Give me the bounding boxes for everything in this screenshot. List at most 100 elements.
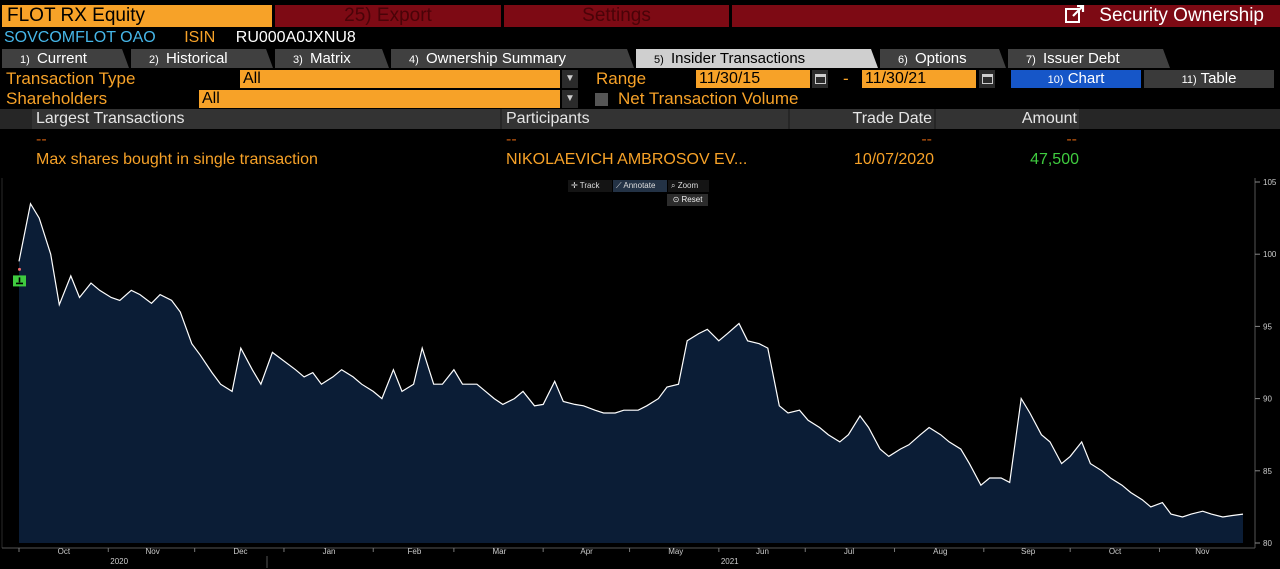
x-tick-label: Aug [933, 547, 947, 556]
button-number: 11) [1181, 74, 1197, 86]
tab-label: Matrix [309, 50, 351, 67]
external-link-icon[interactable] [1065, 4, 1085, 23]
price-chart-svg[interactable]: 80 85 90 95 100 105 Oct Nov Dec Jan Feb Mar Apr May Ju… [0, 178, 1280, 569]
title-bar: FLOT RX Equity 25) Export Settings Secur… [0, 0, 1280, 30]
y-tick-label: 105 [1263, 178, 1277, 187]
annotate-tool[interactable]: ⟋ Annotate [613, 180, 667, 192]
y-tick-label: 80 [1263, 539, 1272, 548]
reset-zoom-button[interactable]: ⊙ Reset [667, 194, 708, 206]
isin-label: ISIN [184, 29, 216, 46]
button-number: 10) [1047, 74, 1064, 86]
x-tick-label: May [668, 547, 683, 556]
dash-cell: -- [921, 131, 932, 148]
price-line [18, 202, 1244, 518]
tab-number: 7) [1026, 54, 1036, 66]
price-chart[interactable]: 80 85 90 95 100 105 Oct Nov Dec Jan Feb Mar Apr May Ju… [0, 178, 1280, 569]
tab-number: 3) [293, 54, 303, 66]
tab-label: Current [36, 50, 87, 67]
tab-matrix[interactable]: 3) Matrix [275, 49, 389, 68]
tab-label: Insider Transactions [670, 50, 806, 67]
dash-cell: -- [36, 131, 47, 148]
shareholders-select[interactable]: All [199, 90, 560, 108]
tab-insider-transactions[interactable]: 5) Insider Transactions [636, 49, 878, 68]
price-area [19, 203, 1243, 543]
tab-issuer-debt[interactable]: 7) Issuer Debt [1008, 49, 1170, 68]
x-tick-label: Jul [844, 547, 854, 556]
isin-value: RU000A0JXNU8 [235, 29, 356, 46]
range-end-date[interactable]: 11/30/21 [862, 70, 976, 88]
calendar-icon[interactable] [812, 70, 828, 88]
x-tick-label: Nov [1195, 547, 1209, 556]
tab-number: 4) [409, 54, 419, 66]
calendar-icon[interactable] [979, 70, 995, 88]
marker-dot [18, 267, 21, 271]
net-volume-checkbox[interactable] [595, 93, 608, 106]
x-tick-label: Jan [323, 547, 336, 556]
column-header-amount[interactable]: Amount [936, 109, 1079, 129]
tab-number: 2) [149, 54, 159, 66]
function-name: Security Ownership [1099, 5, 1264, 26]
zoom-label: Zoom [677, 181, 699, 190]
range-separator: - [843, 69, 849, 88]
chevron-down-icon[interactable]: ▼ [562, 70, 578, 88]
security-name: SOVCOMFLOT OAO [4, 29, 156, 46]
dash-cell: -- [1066, 131, 1077, 148]
x-tick-label: Apr [580, 547, 593, 556]
chevron-down-icon[interactable]: ▼ [562, 90, 578, 108]
track-label: Track [579, 181, 600, 190]
transaction-type-select[interactable]: All [240, 70, 560, 88]
range-start-date[interactable]: 11/30/15 [696, 70, 810, 88]
transaction-type-cell: Max shares bought in single transaction [36, 151, 318, 168]
export-button[interactable]: 25) Export [275, 5, 501, 27]
settings-button[interactable]: Settings [504, 5, 729, 27]
tab-label: Ownership Summary [425, 50, 566, 67]
crosshair-icon: ✛ [571, 181, 578, 190]
button-label: Chart [1067, 70, 1105, 87]
tab-label: Issuer Debt [1042, 50, 1120, 67]
participant-cell: NIKOLAEVICH AMBROSOV EV... [506, 151, 748, 168]
tab-bar: 1) Current 2) Historical 3) Matrix 4) Ow… [0, 49, 1280, 68]
amount-cell: 47,500 [1030, 151, 1079, 168]
x-tick-label: Oct [58, 547, 71, 556]
trade-date-cell: 10/07/2020 [853, 151, 934, 168]
table-view-button[interactable]: 11) Table [1144, 70, 1274, 88]
shareholders-label: Shareholders [6, 89, 108, 108]
x-tick-label: Mar [493, 547, 507, 556]
chart-view-button[interactable]: 10) Chart [1011, 70, 1141, 88]
button-label: Table [1200, 70, 1237, 87]
tab-label: Options [914, 50, 967, 67]
y-tick-label: 90 [1263, 395, 1272, 404]
function-title: Security Ownership [732, 4, 1280, 27]
tab-options[interactable]: 6) Options [880, 49, 1006, 68]
x-tick-label: Dec [233, 547, 247, 556]
header-spacer [4, 109, 30, 129]
net-volume-label: Net Transaction Volume [618, 89, 799, 108]
x-tick-label: Sep [1021, 547, 1036, 556]
tab-current[interactable]: 1) Current [2, 49, 129, 68]
range-label: Range [596, 69, 647, 88]
column-header-trade-date[interactable]: Trade Date [790, 109, 934, 129]
y-tick-label: 95 [1263, 322, 1272, 331]
magnifier-icon: ⌕ [671, 181, 676, 190]
transactions-table-header: Largest Transactions Participants Trade … [0, 109, 1280, 129]
x-tick-label: Feb [408, 547, 422, 556]
zoom-tool[interactable]: ⌕ Zoom [668, 180, 709, 192]
x-tick-label: Nov [145, 547, 159, 556]
tab-number: 5) [654, 54, 664, 66]
year-label: 2021 [721, 557, 739, 566]
y-tick-label: 85 [1263, 467, 1272, 476]
annotate-label: Annotate [623, 181, 656, 190]
tab-label: Historical [165, 50, 228, 67]
transaction-type-label: Transaction Type [6, 69, 136, 88]
track-tool[interactable]: ✛ Track [568, 180, 612, 192]
ticker-field[interactable]: FLOT RX Equity [2, 5, 272, 27]
column-header-participants[interactable]: Participants [502, 109, 788, 129]
pencil-icon: ⟋ [616, 181, 622, 190]
tab-number: 1) [20, 54, 30, 66]
tab-number: 6) [898, 54, 908, 66]
y-tick-label: 100 [1263, 250, 1277, 259]
column-header-type[interactable]: Largest Transactions [32, 109, 500, 129]
tab-ownership-summary[interactable]: 4) Ownership Summary [391, 49, 634, 68]
tab-historical[interactable]: 2) Historical [131, 49, 273, 68]
security-line: SOVCOMFLOT OAO ISIN RU000A0JXNU8 [4, 29, 356, 47]
